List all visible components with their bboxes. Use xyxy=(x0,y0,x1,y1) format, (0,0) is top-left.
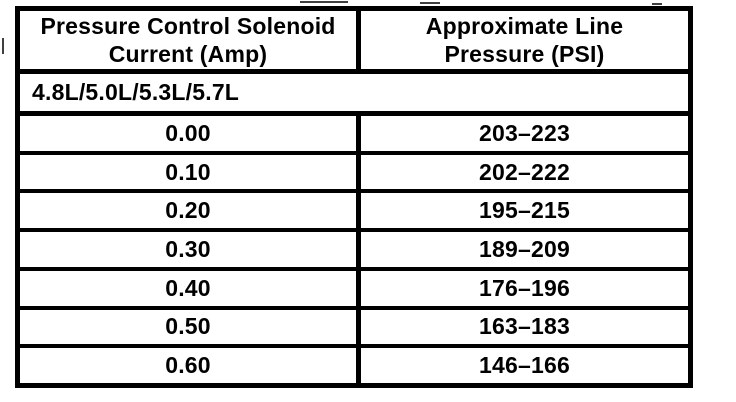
table-row: 0.20 195–215 xyxy=(20,193,688,233)
cell-solenoid-current: 0.30 xyxy=(20,232,361,267)
table-row: 0.30 189–209 xyxy=(20,232,688,271)
table-row: 0.00 203–223 xyxy=(20,116,688,155)
header-line: Pressure Control Solenoid xyxy=(40,12,336,39)
cell-line-pressure: 203–223 xyxy=(479,119,570,146)
header-line: Current (Amp) xyxy=(108,41,268,67)
scan-speckle xyxy=(420,2,440,4)
table-row: 0.50 163–183 xyxy=(20,309,688,349)
cell-line-pressure: 176–196 xyxy=(479,274,570,301)
engine-group-row: 4.8L/5.0L/5.3L/5.7L xyxy=(20,74,688,116)
table-header-row: Pressure Control Solenoid Current (Amp) … xyxy=(20,11,688,74)
cell-solenoid-current: 0.50 xyxy=(20,309,361,345)
pressure-spec-table: Pressure Control Solenoid Current (Amp) … xyxy=(15,6,693,388)
header-cell-solenoid-current: Pressure Control Solenoid Current (Amp) xyxy=(20,11,361,69)
table-row: 0.60 146–166 xyxy=(20,348,688,384)
cell-solenoid-current: 0.00 xyxy=(20,116,361,151)
cell-line-pressure: 189–209 xyxy=(479,236,570,263)
cell-line-pressure: 195–215 xyxy=(479,197,570,224)
cell-line-pressure: 202–222 xyxy=(479,158,570,185)
cell-solenoid-current: 0.20 xyxy=(20,193,361,229)
cell-solenoid-current: 0.10 xyxy=(20,154,361,190)
cell-line-pressure: 163–183 xyxy=(479,313,570,340)
cell-solenoid-current: 0.40 xyxy=(20,270,361,306)
scan-speckle xyxy=(2,38,4,54)
header-cell-line-pressure: Approximate Line Pressure (PSI) xyxy=(361,11,688,69)
cell-line-pressure: 146–166 xyxy=(479,352,570,379)
scan-speckle xyxy=(652,3,662,5)
header-line: Approximate Line xyxy=(425,12,624,39)
table-row: 0.10 202–222 xyxy=(20,154,688,194)
cell-solenoid-current: 0.60 xyxy=(20,348,361,384)
header-line: Pressure (PSI) xyxy=(444,41,605,67)
engine-group-label: 4.8L/5.0L/5.3L/5.7L xyxy=(32,79,240,105)
table-row: 0.40 176–196 xyxy=(20,270,688,310)
table-body: 0.00 203–223 0.10 202–222 0.20 195–215 0… xyxy=(20,116,688,384)
scan-speckle xyxy=(300,1,348,3)
